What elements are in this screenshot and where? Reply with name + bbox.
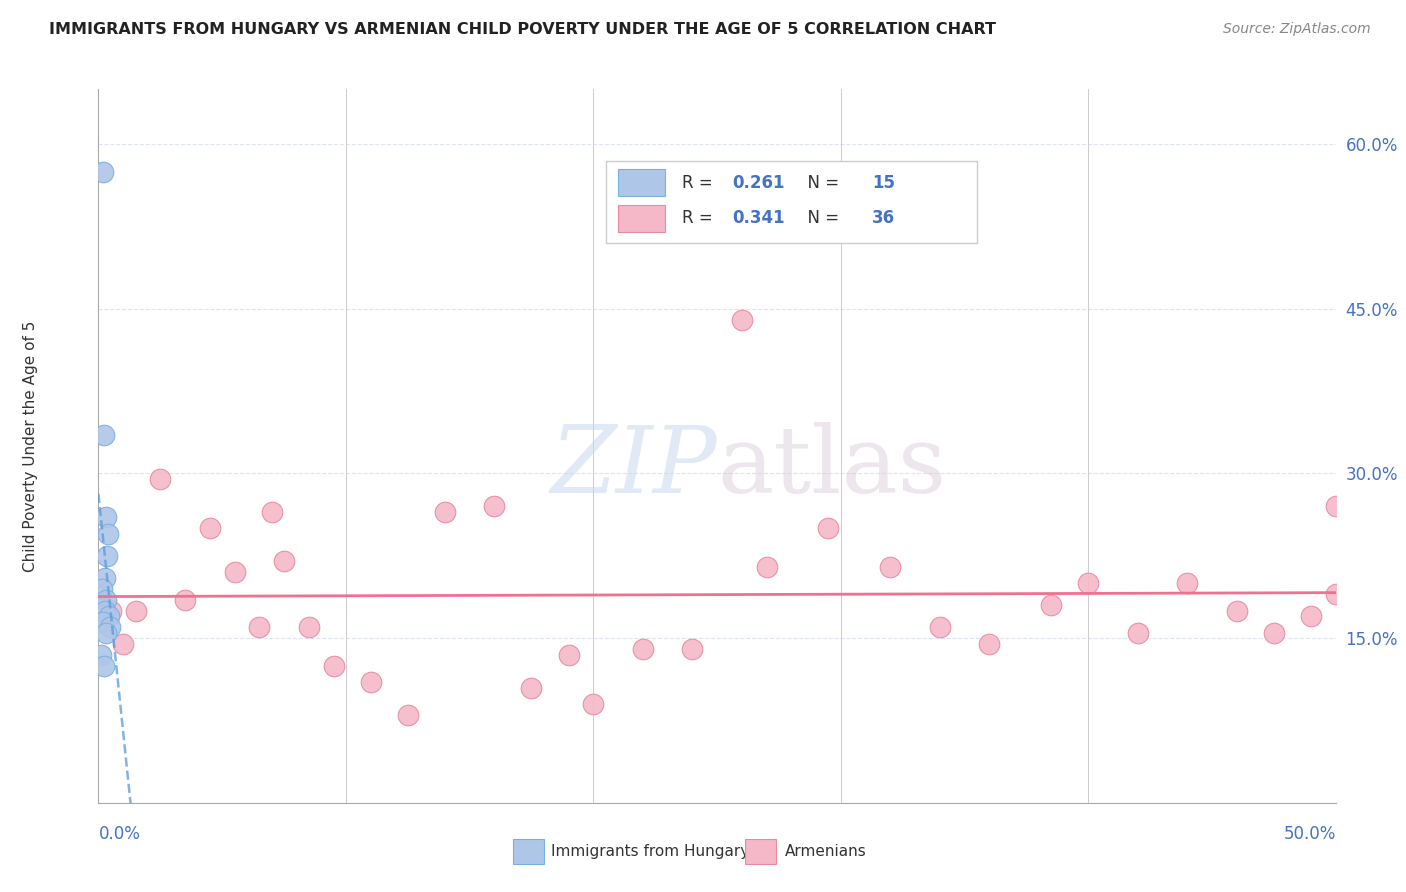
Text: R =: R =	[682, 210, 718, 227]
Text: atlas: atlas	[717, 423, 946, 512]
Text: Armenians: Armenians	[785, 845, 866, 859]
Point	[273, 554, 295, 568]
Point	[94, 510, 117, 524]
Text: N =: N =	[797, 210, 845, 227]
Point	[93, 604, 115, 618]
Point	[484, 500, 506, 514]
Text: R =: R =	[682, 174, 718, 192]
Point	[97, 609, 120, 624]
Text: Immigrants from Hungary: Immigrants from Hungary	[551, 845, 749, 859]
Point	[174, 592, 197, 607]
Point	[90, 648, 112, 662]
Point	[124, 604, 146, 618]
Point	[93, 428, 115, 442]
Point	[1263, 625, 1285, 640]
Point	[224, 566, 246, 580]
Point	[396, 708, 419, 723]
Point	[247, 620, 270, 634]
Point	[93, 615, 115, 629]
Point	[1175, 576, 1198, 591]
Point	[1324, 587, 1347, 601]
Point	[1077, 576, 1099, 591]
Point	[100, 604, 122, 618]
Point	[96, 549, 118, 563]
FancyBboxPatch shape	[606, 161, 977, 243]
Point	[755, 559, 778, 574]
Point	[979, 637, 1001, 651]
Text: Source: ZipAtlas.com: Source: ZipAtlas.com	[1223, 22, 1371, 37]
Point	[631, 642, 654, 657]
Point	[96, 592, 118, 607]
Text: 0.0%: 0.0%	[98, 825, 141, 843]
Point	[93, 658, 115, 673]
Text: 36: 36	[872, 210, 894, 227]
Point	[97, 526, 120, 541]
Point	[198, 521, 221, 535]
Text: 15: 15	[872, 174, 894, 192]
Point	[98, 620, 121, 634]
Text: 0.261: 0.261	[733, 174, 785, 192]
Point	[1299, 609, 1322, 624]
Point	[582, 697, 605, 711]
Text: Child Poverty Under the Age of 5: Child Poverty Under the Age of 5	[22, 320, 38, 572]
Text: 0.341: 0.341	[733, 210, 785, 227]
Point	[1126, 625, 1149, 640]
Point	[1040, 598, 1063, 612]
Point	[731, 312, 754, 326]
FancyBboxPatch shape	[619, 205, 665, 232]
Text: N =: N =	[797, 174, 845, 192]
Point	[94, 571, 117, 585]
Point	[817, 521, 839, 535]
Point	[112, 637, 135, 651]
Point	[681, 642, 703, 657]
Point	[520, 681, 543, 695]
Point	[94, 625, 117, 640]
Text: 50.0%: 50.0%	[1284, 825, 1336, 843]
Point	[149, 472, 172, 486]
Point	[322, 658, 344, 673]
Point	[433, 505, 456, 519]
Text: IMMIGRANTS FROM HUNGARY VS ARMENIAN CHILD POVERTY UNDER THE AGE OF 5 CORRELATION: IMMIGRANTS FROM HUNGARY VS ARMENIAN CHIL…	[49, 22, 997, 37]
Point	[1324, 500, 1347, 514]
Point	[360, 675, 382, 690]
Text: ZIP: ZIP	[550, 423, 717, 512]
Point	[91, 582, 114, 596]
Point	[91, 164, 114, 178]
Point	[1226, 604, 1249, 618]
FancyBboxPatch shape	[619, 169, 665, 196]
Point	[879, 559, 901, 574]
Point	[557, 648, 579, 662]
Point	[260, 505, 283, 519]
Point	[928, 620, 950, 634]
Point	[298, 620, 321, 634]
